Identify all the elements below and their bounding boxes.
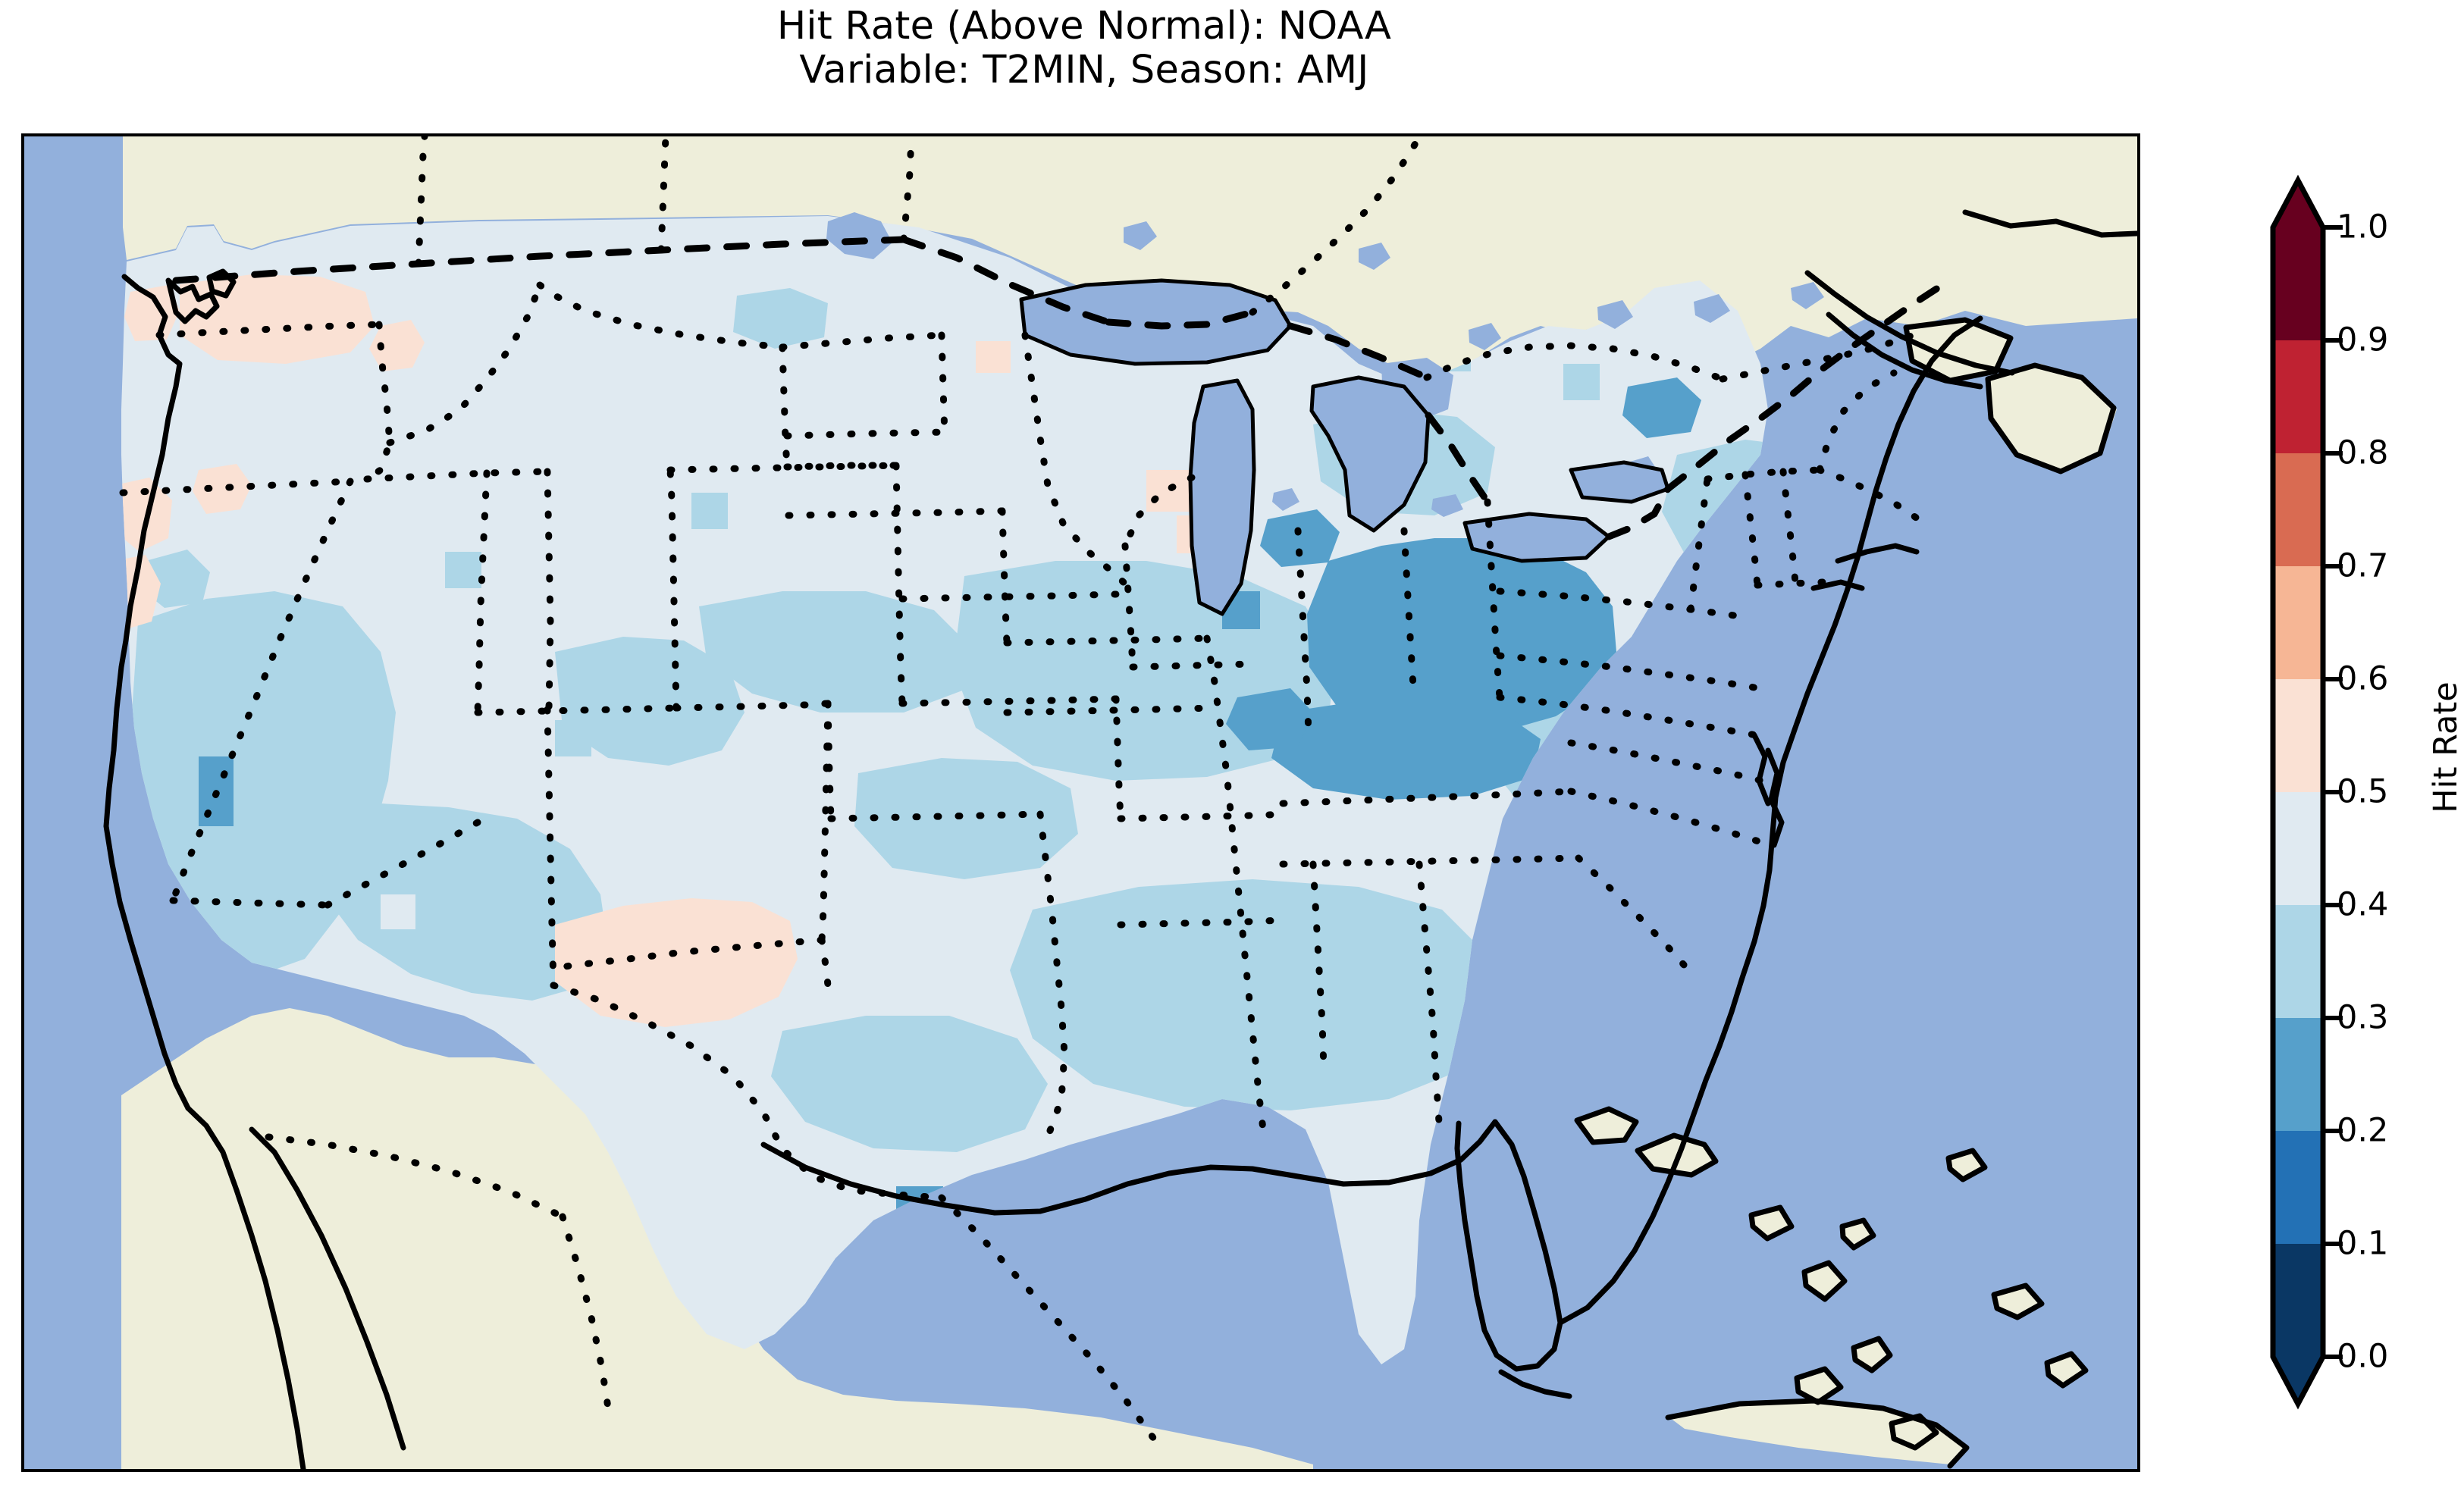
colorbar-tick-labels: 1.0 0.9 0.8 0.7 0.6 0.5 0.4 0.3 0.2 0.1 … — [2337, 211, 2450, 1373]
cbar-tick-0-7: 0.7 — [2337, 547, 2389, 585]
colorbar-axis-label: Hit Rate — [2423, 0, 2464, 1494]
political-borders-layer — [119, 136, 1946, 1448]
cbar-tick-0-9: 0.9 — [2337, 321, 2389, 359]
cbar-tick-1-0: 1.0 — [2337, 208, 2389, 246]
coastline-layer — [103, 209, 2137, 1469]
cbar-tick-0-3: 0.3 — [2337, 998, 2389, 1037]
page-title: Hit Rate (Above Normal): NOAA Variable: … — [0, 4, 2168, 93]
choropleth-map[interactable] — [24, 136, 2137, 1469]
cbar-tick-0-0: 0.0 — [2337, 1337, 2389, 1376]
cbar-tick-0-4: 0.4 — [2337, 885, 2389, 924]
land-nodata-layer — [121, 136, 2137, 1469]
title-line-2: Variable: T2MIN, Season: AMJ — [799, 48, 1369, 93]
map-axes[interactable] — [21, 133, 2140, 1472]
great-lakes-layer — [826, 212, 1824, 614]
colorbar-label-text: Hit Rate — [2427, 681, 2464, 813]
title-line-1: Hit Rate (Above Normal): NOAA — [776, 4, 1392, 49]
cbar-tick-0-6: 0.6 — [2337, 659, 2389, 698]
colorbar[interactable] — [2270, 174, 2343, 1410]
cbar-tick-0-5: 0.5 — [2337, 772, 2389, 811]
colorbar-gradient — [2270, 174, 2343, 1410]
cbar-tick-0-8: 0.8 — [2337, 434, 2389, 472]
cbar-tick-0-1: 0.1 — [2337, 1224, 2389, 1263]
cbar-tick-0-2: 0.2 — [2337, 1111, 2389, 1150]
